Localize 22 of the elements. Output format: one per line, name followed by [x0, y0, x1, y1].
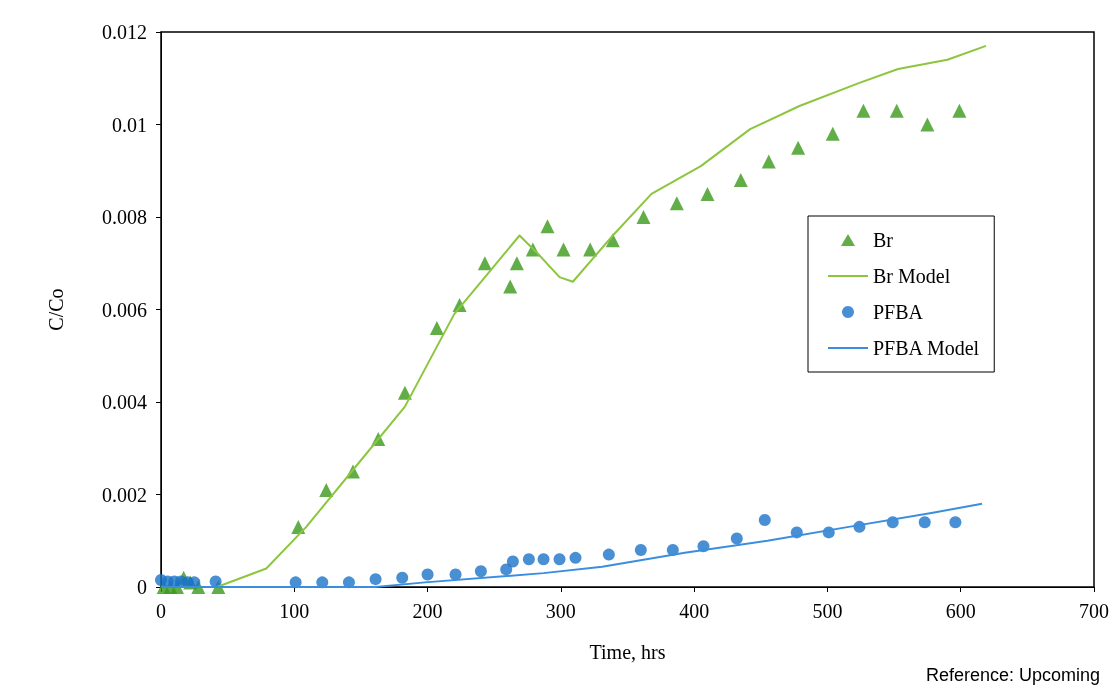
x-tick-label: 200 — [412, 600, 443, 622]
legend-label: PFBA — [873, 301, 924, 323]
x-tick-label: 0 — [156, 600, 166, 622]
y-tick-label: 0.002 — [102, 483, 147, 506]
y-tick-label: 0.012 — [102, 21, 147, 43]
legend-label: PFBA Model — [873, 337, 980, 359]
y-tick-label: 0.008 — [102, 206, 147, 228]
x-tick-label: 400 — [679, 600, 710, 622]
legend-label: Br Model — [873, 265, 951, 287]
y-tick-label: 0.004 — [102, 391, 147, 413]
text: Reference: Upcoming — [925, 665, 1101, 685]
x-tick-label: 500 — [812, 600, 843, 622]
y-tick-label: 0.006 — [102, 298, 147, 321]
y-axis-title: C/Co — [45, 288, 67, 331]
legend-label: Br — [873, 229, 894, 251]
x-tick-label: 100 — [279, 600, 310, 622]
y-tick-label: 0.01 — [112, 113, 147, 136]
x-tick-label: 600 — [945, 600, 976, 622]
x-axis-title: Time, hrs — [589, 641, 666, 663]
x-tick-label: 700 — [1079, 600, 1109, 622]
x-tick-label: 300 — [545, 600, 576, 622]
y-tick-label: 0 — [137, 576, 147, 598]
